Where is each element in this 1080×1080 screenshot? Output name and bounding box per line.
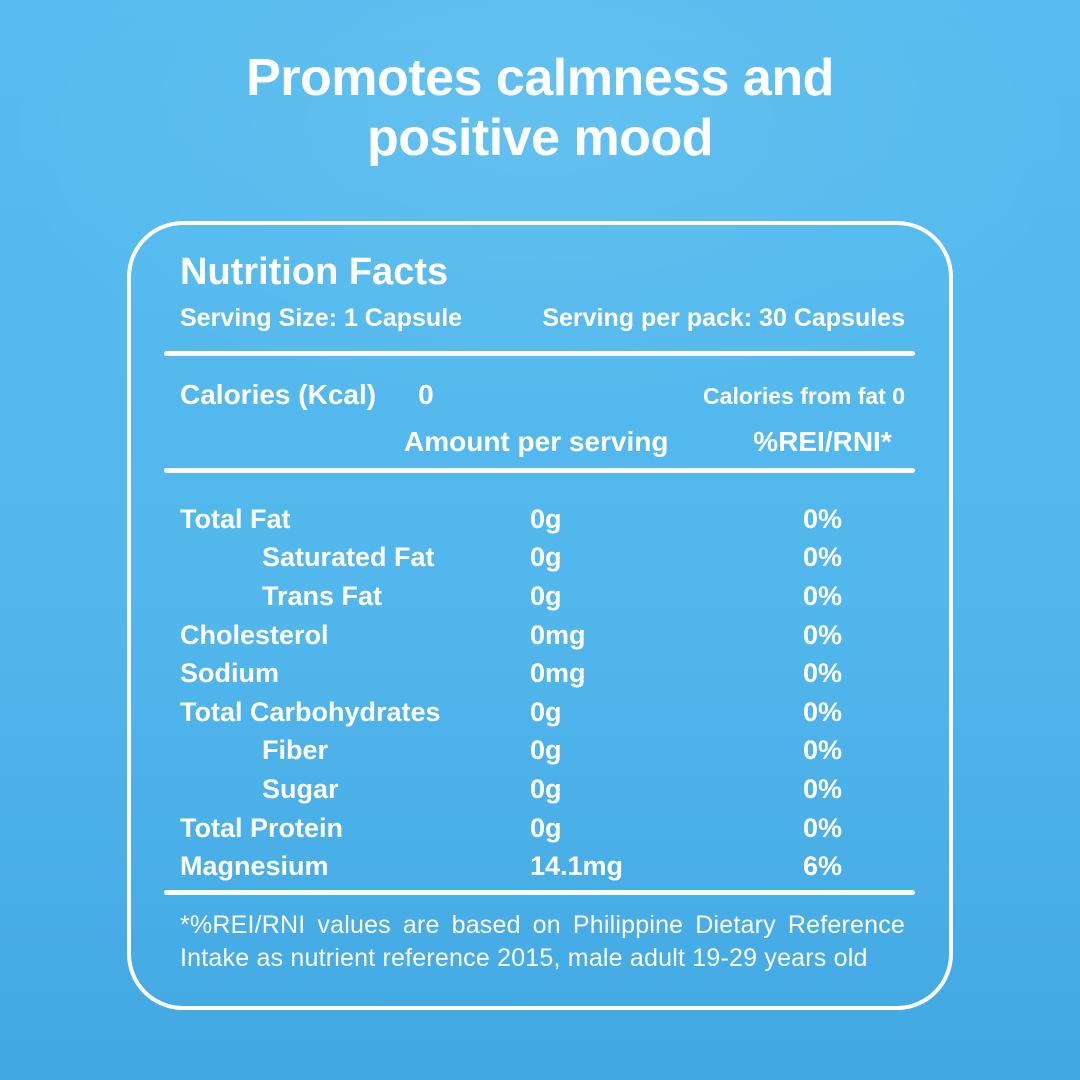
nutrient-amount: 0g bbox=[530, 542, 562, 573]
nutrient-row: Cholesterol 0mg 0% bbox=[180, 616, 905, 655]
header-divider bbox=[164, 351, 915, 356]
nutrient-amount: 0g bbox=[530, 773, 562, 804]
serving-info-row: Serving Size: 1 Capsule Serving per pack… bbox=[180, 302, 905, 334]
nutrient-name: Total Protein bbox=[180, 812, 344, 843]
nutrient-name: Total Fat bbox=[180, 503, 291, 534]
calories-row: Calories (Kcal) 0 Calories from fat 0 bbox=[180, 377, 905, 414]
nutrient-percent: 0% bbox=[802, 542, 843, 573]
nutrient-row: Total Protein 0g 0% bbox=[180, 809, 905, 848]
nutrient-name: Saturated Fat bbox=[262, 542, 435, 573]
column-header-row: Amount per serving %REI/RNI* bbox=[180, 424, 905, 459]
nutrient-name: Total Carbohydrates bbox=[180, 696, 441, 727]
nutrition-card: Nutrition Facts Serving Size: 1 Capsule … bbox=[127, 221, 953, 1010]
nutrient-percent: 0% bbox=[802, 658, 843, 689]
nutrient-percent: 0% bbox=[802, 735, 843, 766]
nutrient-name: Trans Fat bbox=[262, 580, 383, 611]
nutrient-amount: 0g bbox=[530, 696, 562, 727]
nutrient-row: Fiber 0g 0% bbox=[180, 732, 905, 771]
nutrient-amount: 0g bbox=[530, 735, 562, 766]
nutrient-amount: 0mg bbox=[530, 658, 586, 689]
calories-label: Calories (Kcal) bbox=[180, 379, 377, 410]
nutrient-percent: 0% bbox=[802, 503, 843, 534]
benefit-title-line2: positive mood bbox=[367, 109, 713, 167]
nutrient-row: Sugar 0g 0% bbox=[180, 770, 905, 809]
nutrient-name: Magnesium bbox=[180, 851, 329, 882]
product-benefit-title: Promotes calmness and positive mood bbox=[0, 48, 1080, 168]
nutrient-row: Saturated Fat 0g 0% bbox=[180, 539, 905, 578]
nutrient-row: Trans Fat 0g 0% bbox=[180, 577, 905, 616]
serving-size-text: Serving Size: 1 Capsule bbox=[180, 304, 463, 332]
nutrient-row: Total Fat 0g 0% bbox=[180, 500, 905, 539]
nutrient-amount: 0g bbox=[530, 503, 562, 534]
calories-from-fat: Calories from fat 0 bbox=[703, 383, 905, 409]
serving-per-pack-text: Serving per pack: 30 Capsules bbox=[542, 304, 905, 332]
columns-divider bbox=[164, 468, 915, 473]
nutrient-row: Magnesium 14.1mg 6% bbox=[180, 847, 905, 886]
percent-rei-rni-header: %REI/RNI* bbox=[753, 426, 892, 457]
nutrient-name: Cholesterol bbox=[180, 619, 329, 650]
nutrient-name: Sugar bbox=[262, 773, 339, 804]
nutrient-amount: 14.1mg bbox=[530, 851, 624, 882]
nutrient-row: Total Carbohydrates 0g 0% bbox=[180, 693, 905, 732]
nutrient-percent: 0% bbox=[802, 696, 843, 727]
nutrient-percent: 0% bbox=[802, 580, 843, 611]
nutrient-percent: 0% bbox=[802, 619, 843, 650]
amount-per-serving-header: Amount per serving bbox=[404, 426, 669, 457]
nutrient-table: Total Fat 0g 0% Saturated Fat 0g 0% Trans Fat 0… bbox=[180, 500, 905, 886]
nutrient-row: Sodium 0mg 0% bbox=[180, 654, 905, 693]
nutrient-percent: 0% bbox=[802, 812, 843, 843]
benefit-title-line1: Promotes calmness and bbox=[246, 49, 834, 107]
nutrient-amount: 0mg bbox=[530, 619, 586, 650]
nutrient-percent: 6% bbox=[802, 851, 843, 882]
nutrient-percent: 0% bbox=[802, 773, 843, 804]
nutrient-name: Fiber bbox=[262, 735, 329, 766]
footnote-divider bbox=[164, 889, 915, 895]
nutrition-facts-heading: Nutrition Facts bbox=[180, 251, 449, 293]
footnote-text: *%REI/RNI values are based on Philippine… bbox=[180, 910, 905, 972]
nutrient-name: Sodium bbox=[180, 658, 279, 689]
nutrient-amount: 0g bbox=[530, 580, 562, 611]
nutrient-amount: 0g bbox=[530, 812, 562, 843]
calories-value: 0 bbox=[418, 379, 434, 410]
